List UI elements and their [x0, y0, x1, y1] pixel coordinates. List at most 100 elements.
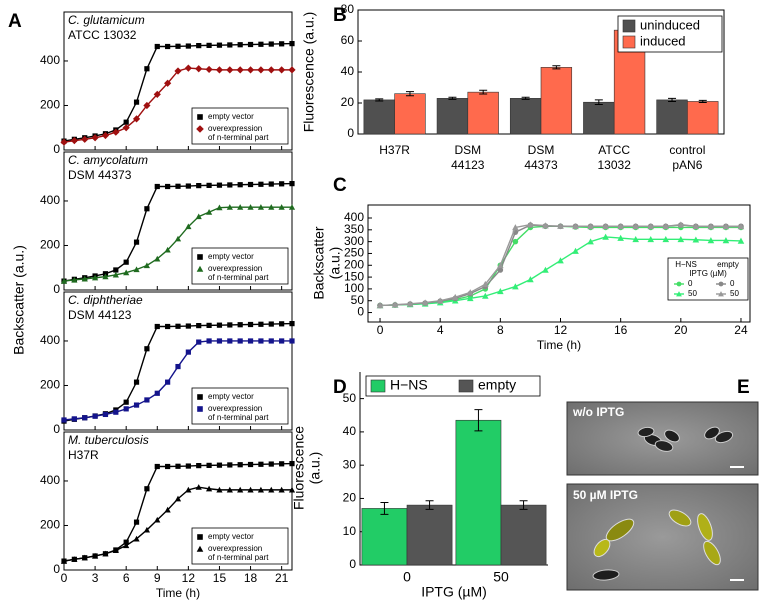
panel-title: C. diphtheriae: [68, 293, 143, 307]
marker: [195, 213, 202, 220]
marker: [692, 222, 700, 230]
y-tick-label: 20: [341, 95, 355, 109]
legend-label: of n-terminal part: [208, 133, 269, 142]
legend-label: empty vector: [208, 252, 254, 261]
marker: [102, 273, 109, 280]
plot-frame: [367, 204, 751, 323]
marker: [258, 41, 264, 47]
marker: [196, 125, 204, 133]
y-tick-label: 0: [53, 562, 60, 576]
marker: [205, 485, 213, 492]
legend-label: H−NS: [390, 377, 428, 393]
marker: [165, 323, 171, 330]
y-tick-label: 80: [341, 2, 355, 16]
marker: [165, 379, 171, 385]
marker: [60, 557, 68, 564]
legend-label: of n-terminal part: [208, 273, 269, 282]
y-tick-label: 100: [344, 281, 364, 295]
marker: [258, 338, 264, 344]
marker: [289, 461, 295, 467]
marker: [154, 323, 160, 330]
error-bar: [375, 98, 384, 102]
legend-label: of n-terminal part: [208, 553, 269, 562]
legend-label: empty vector: [208, 392, 254, 401]
marker: [247, 461, 254, 468]
marker: [196, 323, 202, 329]
bar: [361, 508, 408, 566]
y-tick-label: 0: [349, 557, 356, 571]
panel-label: E: [737, 377, 750, 398]
x-tick-label: 44373: [524, 158, 558, 172]
y-tick-label: 400: [40, 333, 60, 347]
legend-box: [191, 387, 289, 425]
marker: [123, 399, 129, 405]
legend-label: overexpression: [208, 544, 262, 553]
panel-label: D: [333, 377, 347, 398]
x-tick-label: 16: [614, 323, 628, 337]
marker: [692, 236, 700, 243]
panel-label: A: [8, 11, 22, 32]
marker: [185, 486, 192, 493]
legend-label: 0: [730, 279, 735, 288]
marker: [91, 274, 99, 281]
bar: [467, 91, 499, 135]
y-axis-label: (a.u.): [307, 452, 323, 485]
marker: [247, 204, 254, 210]
marker: [197, 406, 203, 412]
marker: [268, 486, 275, 493]
marker: [279, 338, 285, 344]
marker: [662, 235, 670, 243]
marker: [113, 409, 119, 415]
error-bar: [521, 96, 530, 100]
marker: [71, 416, 77, 422]
marker: [707, 223, 715, 230]
legend-label: of n-terminal part: [208, 413, 269, 422]
y-tick-label: 0: [53, 422, 60, 436]
marker: [482, 280, 489, 287]
legend-header: empty: [717, 260, 739, 269]
marker: [226, 204, 233, 210]
marker: [466, 295, 474, 302]
bar: [406, 504, 453, 566]
marker: [123, 542, 130, 549]
y-tick-label: 0: [357, 305, 364, 319]
x-tick-label: 12: [182, 571, 196, 585]
marker: [112, 547, 119, 554]
marker: [133, 99, 140, 105]
marker: [237, 204, 244, 210]
x-tick-label: DSM: [454, 143, 481, 157]
marker: [279, 461, 285, 467]
marker: [527, 221, 534, 228]
x-tick-label: 0: [403, 569, 411, 585]
bar: [583, 101, 615, 135]
plot-frame: [63, 431, 293, 571]
marker: [195, 484, 202, 490]
error-bar: [425, 500, 434, 510]
y-tick-label: 200: [40, 378, 60, 392]
marker: [662, 222, 670, 230]
plot-frame: [63, 11, 293, 151]
marker: [258, 321, 264, 327]
x-tick-label: H37R: [379, 143, 410, 157]
marker: [227, 322, 233, 328]
x-tick-label: 24: [734, 323, 748, 337]
x-tick-label: 18: [244, 571, 258, 585]
marker: [279, 181, 285, 187]
marker: [144, 397, 150, 403]
y-tick-label: 400: [40, 193, 60, 207]
marker: [81, 275, 88, 282]
marker: [278, 204, 285, 210]
marker: [257, 204, 265, 210]
error-bar: [405, 91, 414, 97]
marker: [268, 321, 274, 327]
y-tick-label: 200: [40, 518, 60, 532]
marker: [154, 183, 160, 190]
marker: [174, 495, 182, 502]
marker: [512, 238, 519, 245]
marker: [165, 43, 171, 50]
y-tick-label: 30: [343, 457, 357, 471]
marker: [718, 281, 724, 287]
panel-subtitle: ATCC 13032: [68, 28, 137, 42]
marker: [205, 65, 213, 74]
